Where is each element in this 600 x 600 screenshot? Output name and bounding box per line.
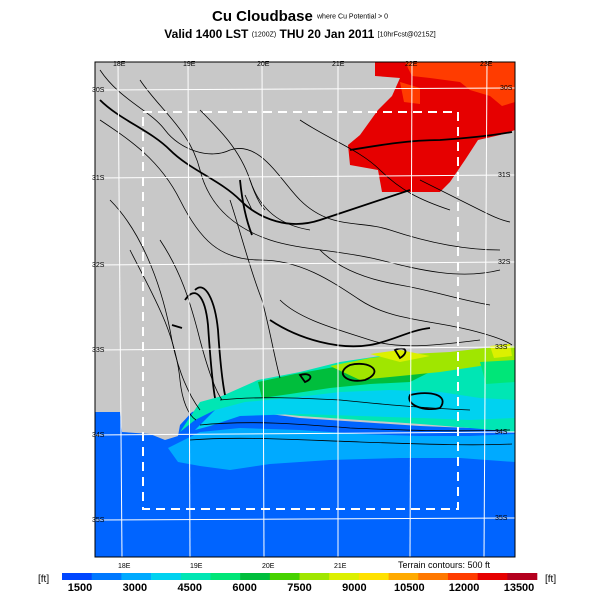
subtitle-valid-time: Valid 1400 LST: [164, 27, 249, 41]
subtitle-forecast: [10hrFcst@0215Z]: [377, 31, 436, 39]
lon-label-top-0: 18E: [113, 61, 126, 68]
terrain-contour-note: Terrain contours: 500 ft: [398, 560, 491, 570]
colorbar-unit-right: [ft]: [545, 574, 557, 585]
inner-domain-boundary: [142, 111, 459, 510]
lon-label-bottom-3: 21E: [334, 563, 347, 570]
red-region: [348, 62, 515, 192]
lon-label-top-2: 20E: [257, 61, 270, 68]
lat-label-right-3: 33S: [495, 344, 508, 351]
title-suffix: where Cu Potential > 0: [317, 13, 389, 21]
subtitle-date: THU 20 Jan 2011: [279, 27, 375, 41]
colorbar-swatch-13: [447, 573, 478, 580]
lat-label-right-1: 31S: [498, 172, 511, 179]
lat-label-right-5: 35S: [495, 515, 508, 522]
subtitle-zulu: (1200Z): [251, 31, 277, 39]
lat-label-right-2: 32S: [498, 259, 511, 266]
map-title: Cu Cloudbase where Cu Potential > 0: [0, 8, 600, 25]
green-patch-east: [480, 360, 515, 384]
colorbar-swatch-3: [151, 573, 182, 580]
colorbar-swatch-10: [358, 573, 389, 580]
colorbar-swatch-9: [329, 573, 360, 580]
lon-label-bottom-0: 18E: [118, 563, 131, 570]
lat-label-right-0: 30S: [500, 85, 513, 92]
lon-label-top-3: 21E: [332, 61, 345, 68]
colorbar-label-5: 9000: [342, 582, 367, 594]
lat-label-left-4: 34S: [92, 432, 105, 439]
lon-label-bottom-1: 19E: [190, 563, 203, 570]
colorbar-swatch-2: [121, 573, 152, 580]
lon-label-top-5: 23E: [480, 61, 493, 68]
colorbar-label-0: 1500: [67, 582, 93, 594]
colorbar-swatch-6: [240, 573, 271, 580]
orange-patch: [400, 82, 420, 104]
aqua-band: [195, 390, 515, 430]
colorbar-swatch-0: [62, 573, 92, 580]
colorbar-swatch-8: [299, 573, 330, 580]
lat-label-left-1: 31S: [92, 175, 105, 182]
grid-labels: 18E 19E 20E 21E 22E 23E 18E 19E 20E 21E …: [92, 61, 513, 570]
colorbar-swatch-5: [210, 573, 241, 580]
lat-label-left-2: 32S: [92, 262, 105, 269]
colorbar-label-6: 10500: [394, 582, 425, 594]
title-main: Cu Cloudbase: [211, 8, 313, 25]
colorbar-swatch-14: [477, 573, 508, 580]
colorbar-label-4: 7500: [287, 582, 312, 594]
lon-label-top-4: 22E: [405, 61, 418, 68]
yellowgreen-band: [330, 346, 515, 380]
lon-label-bottom-2: 20E: [262, 563, 275, 570]
colorbar-label-1: 3000: [122, 582, 148, 594]
colorbar-label-3: 6000: [232, 582, 257, 594]
lat-lon-grid: [94, 61, 516, 558]
colorbar-label-2: 4500: [177, 582, 203, 594]
terrain-contours-thick: [99, 99, 513, 410]
colorbar-swatch-7: [269, 573, 300, 580]
lat-label-right-4: 34S: [495, 429, 508, 436]
colorbar-swatch-4: [180, 573, 211, 580]
lat-label-left-0: 30S: [92, 87, 105, 94]
colorbar-swatch-1: [91, 573, 122, 580]
colorbar-label-8: 13500: [503, 582, 535, 594]
colorbar: [62, 573, 538, 580]
terrain-contours-thin: [99, 69, 513, 446]
colorbar-swatch-11: [388, 573, 419, 580]
lat-label-left-3: 33S: [92, 347, 105, 354]
colorbar-label-7: 12000: [448, 582, 480, 594]
map-subtitle: Valid 1400 LST (1200Z) THU 20 Jan 2011 […: [0, 27, 600, 41]
lon-label-top-1: 19E: [183, 61, 196, 68]
lat-label-left-5: 35S: [92, 517, 105, 524]
yellow-patches: [370, 344, 512, 362]
colorbar-unit-left: [ft]: [38, 574, 50, 585]
map-frame: [94, 61, 516, 558]
colorbar-swatch-12: [418, 573, 449, 580]
colorbar-swatch-15: [507, 573, 538, 580]
orange-red-region: [405, 62, 515, 106]
